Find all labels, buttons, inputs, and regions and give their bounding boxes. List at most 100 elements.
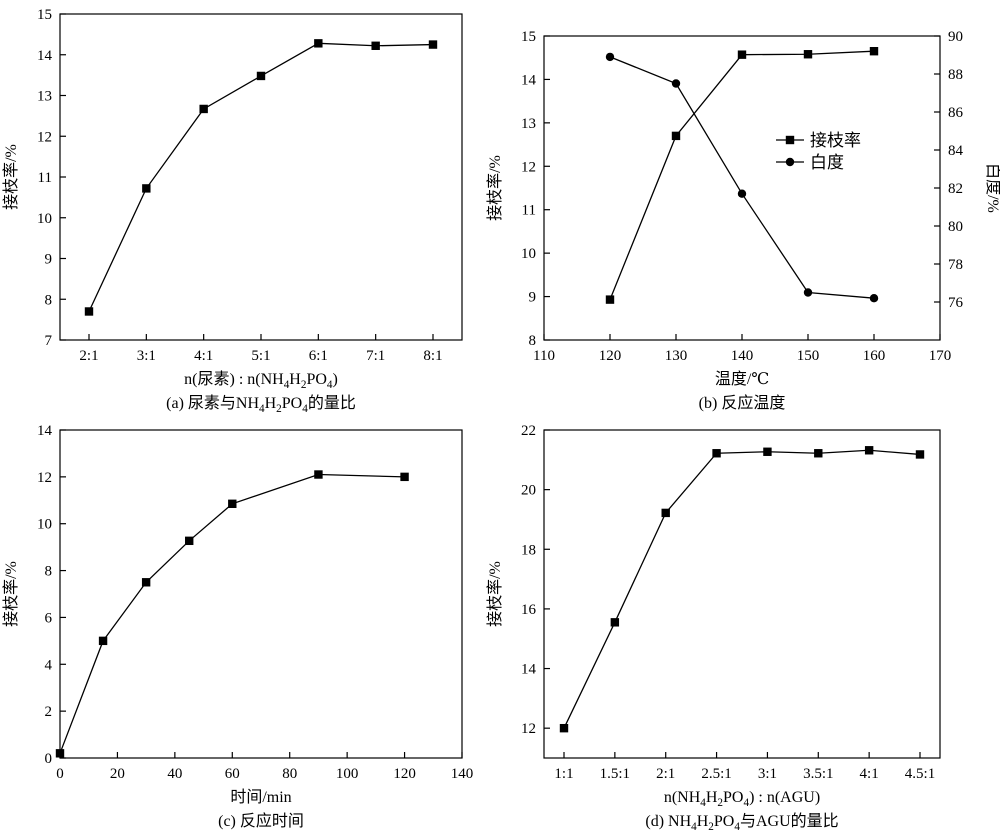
y2-tick-label: 90 xyxy=(948,29,963,45)
x-tick-label: 8:1 xyxy=(423,348,442,364)
x-tick-label: 3:1 xyxy=(758,766,777,782)
y-tick-label: 10 xyxy=(521,246,536,262)
plot-frame xyxy=(59,13,463,341)
data-point xyxy=(814,449,823,458)
x-tick-label: 4:1 xyxy=(194,348,213,364)
y-tick-label: 20 xyxy=(521,483,536,499)
data-point xyxy=(671,131,681,141)
y-tick-label: 6 xyxy=(45,610,53,626)
data-point xyxy=(84,307,94,316)
x-tick-label: 4:1 xyxy=(860,766,879,782)
x-tick-label: 2:1 xyxy=(79,348,98,364)
y-tick-label: 9 xyxy=(45,252,53,268)
data-point xyxy=(737,189,747,198)
series-line xyxy=(609,56,875,299)
y2-tick-label: 88 xyxy=(948,67,963,83)
x-tick-label: 3:1 xyxy=(137,348,156,364)
x-tick-label: 140 xyxy=(451,766,474,782)
data-point xyxy=(428,40,438,49)
y2-tick-label: 76 xyxy=(948,295,964,311)
x-tick-label: 6:1 xyxy=(309,348,328,364)
y-tick-label: 15 xyxy=(521,29,536,45)
y2-tick-label: 82 xyxy=(948,181,963,197)
y2-tick-label: 84 xyxy=(948,143,964,159)
x-tick-label: 60 xyxy=(225,766,240,782)
x-tick-label: 2.5:1 xyxy=(701,766,731,782)
y-tick-label: 12 xyxy=(37,470,52,486)
y-tick-label: 14 xyxy=(37,423,53,439)
y-tick-label: 8 xyxy=(45,292,53,308)
data-point xyxy=(55,749,65,758)
data-point xyxy=(803,50,813,59)
y-tick-label: 14 xyxy=(521,662,537,678)
y-tick-label: 4 xyxy=(45,657,53,673)
y-tick-label: 9 xyxy=(529,290,537,306)
data-point xyxy=(142,184,151,193)
data-point xyxy=(199,104,208,114)
data-point xyxy=(712,449,721,458)
y-axis-label: 接枝率/% xyxy=(2,561,20,627)
legend-label: 白度 xyxy=(810,153,844,173)
x-tick-label: 100 xyxy=(336,766,359,782)
series-line xyxy=(609,50,875,300)
y-tick-label: 2 xyxy=(45,704,53,720)
series-白度 xyxy=(605,52,879,303)
data-point xyxy=(314,39,323,48)
chart-panel-a: 2:1 3:1 4:1 5:1 6:1 7:1 8:1 7 8 9 10 11 12 13 14 15 n(尿素… xyxy=(2,7,463,415)
y-tick-label: 11 xyxy=(522,203,536,219)
data-point xyxy=(256,71,266,81)
series-0 xyxy=(84,39,438,316)
data-point xyxy=(869,47,879,56)
x-tick-label: 1.5:1 xyxy=(600,766,630,782)
y2-tick-label: 78 xyxy=(948,257,963,273)
data-point xyxy=(864,446,874,455)
y-tick-label: 12 xyxy=(521,159,536,175)
data-point xyxy=(605,52,615,62)
y-tick-label: 7 xyxy=(45,333,53,349)
y-axis-label: 接枝率/% xyxy=(486,155,504,221)
x-tick-label: 0 xyxy=(56,766,64,782)
x-axis-label: n(NH4H2PO4) : n(AGU) xyxy=(664,789,820,809)
data-point xyxy=(605,295,615,304)
x-tick-label: 4.5:1 xyxy=(905,766,935,782)
panel-caption: (d) NH4H2PO4与AGU的量比 xyxy=(645,812,838,833)
y2-tick-label: 80 xyxy=(948,219,963,235)
data-point xyxy=(559,723,569,733)
y-tick-label: 10 xyxy=(37,211,52,227)
series-0 xyxy=(55,470,409,758)
data-point xyxy=(98,636,108,646)
y-axis-label: 接枝率/% xyxy=(2,144,20,210)
x-tick-label: 170 xyxy=(929,348,952,364)
x-tick-label: 160 xyxy=(863,348,886,364)
x-tick-label: 1:1 xyxy=(554,766,573,782)
y-tick-label: 0 xyxy=(45,751,53,767)
chart-panel-c: 0 20 40 60 80 100 120 140 0 2 4 6 8 10 12 14 时间/min 接枝率/%… xyxy=(2,423,473,830)
x-tick-label: 110 xyxy=(533,348,555,364)
data-point xyxy=(737,50,747,59)
panel-caption: (a) 尿素与NH4H2PO4的量比 xyxy=(166,394,356,415)
x-tick-label: 3.5:1 xyxy=(803,766,833,782)
y-tick-label: 13 xyxy=(521,116,536,132)
y-tick-label: 12 xyxy=(37,129,52,145)
data-point xyxy=(915,450,925,459)
plot-frame xyxy=(543,429,941,759)
x-tick-label: 80 xyxy=(282,766,297,782)
y-tick-label: 8 xyxy=(45,564,53,580)
series-line xyxy=(563,449,921,729)
series-line xyxy=(59,473,405,754)
y2-axis-label: 白度/% xyxy=(984,163,1000,213)
y-tick-label: 18 xyxy=(521,542,536,558)
x-tick-label: 140 xyxy=(731,348,754,364)
y-tick-label: 8 xyxy=(529,333,537,349)
data-point xyxy=(661,508,670,518)
panel-caption: (b) 反应温度 xyxy=(699,393,786,412)
y-tick-label: 14 xyxy=(37,48,53,64)
y-axis-label: 接枝率/% xyxy=(486,561,504,627)
legend-marker xyxy=(785,135,795,145)
y-tick-label: 11 xyxy=(38,170,52,186)
panel-caption: (c) 反应时间 xyxy=(218,811,304,830)
legend-label: 接枝率 xyxy=(810,131,861,151)
data-point xyxy=(185,536,194,546)
y-tick-label: 16 xyxy=(521,602,537,618)
data-point xyxy=(228,499,237,508)
